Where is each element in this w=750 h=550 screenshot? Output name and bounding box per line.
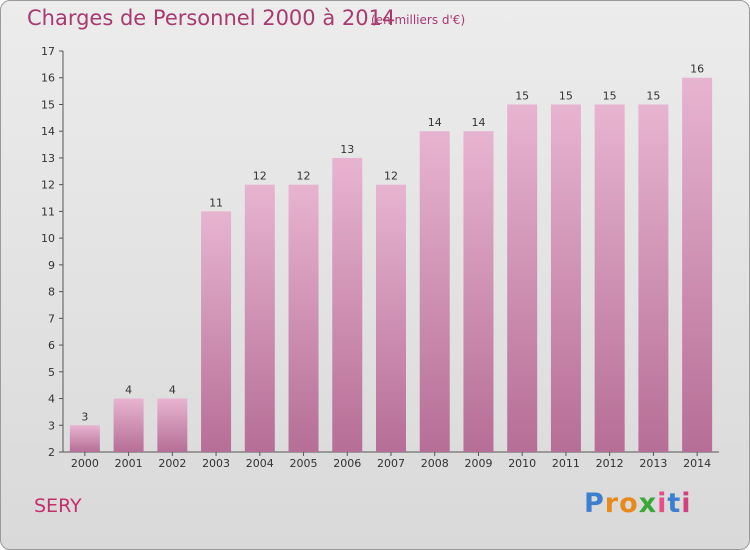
data-label: 12 — [297, 170, 311, 183]
data-label: 14 — [471, 116, 485, 129]
y-tick-label: 17 — [41, 45, 55, 58]
data-label: 4 — [125, 384, 132, 397]
x-tick-label: 2004 — [246, 457, 274, 470]
data-label: 3 — [81, 410, 88, 423]
y-tick-label: 7 — [48, 312, 55, 325]
logo-letter: o — [619, 488, 639, 519]
logo-letter: x — [638, 488, 658, 519]
bar — [682, 77, 713, 452]
city-name: SERY — [34, 495, 82, 517]
data-label: 12 — [253, 170, 267, 183]
x-tick-label: 2006 — [333, 457, 361, 470]
y-tick-label: 6 — [48, 339, 55, 352]
bar — [594, 104, 625, 452]
x-tick-label: 2007 — [377, 457, 405, 470]
y-tick-label: 8 — [48, 286, 55, 299]
bar — [288, 184, 319, 452]
y-tick-label: 15 — [41, 98, 55, 111]
x-tick-label: 2014 — [683, 457, 711, 470]
logo-letter: i — [657, 488, 668, 519]
proxiti-logo: Proxiti — [584, 488, 692, 519]
bar — [157, 398, 188, 452]
x-tick-label: 2009 — [464, 457, 492, 470]
logo-letter: r — [604, 488, 620, 519]
x-tick-label: 2002 — [158, 457, 186, 470]
x-tick-label: 2008 — [421, 457, 449, 470]
data-label: 15 — [603, 89, 617, 102]
y-tick-label: 4 — [48, 393, 55, 406]
x-tick-label: 2003 — [202, 457, 230, 470]
logo-letter: P — [584, 488, 605, 519]
bar — [244, 184, 275, 452]
bar — [376, 184, 406, 452]
y-tick-label: 5 — [48, 366, 55, 379]
y-tick-label: 14 — [41, 125, 55, 138]
chart-title: Charges de Personnel 2000 à 2014 — [27, 6, 396, 30]
x-tick-label: 2012 — [596, 457, 624, 470]
data-label: 15 — [559, 89, 573, 102]
logo-letter: i — [681, 488, 692, 519]
data-label: 16 — [690, 63, 704, 76]
y-tick-label: 11 — [41, 205, 55, 218]
x-tick-label: 2001 — [115, 457, 143, 470]
bar — [332, 157, 363, 452]
unit-label: (en milliers d'€) — [371, 13, 466, 27]
data-label: 13 — [340, 143, 354, 156]
y-tick-label: 12 — [41, 179, 55, 192]
bar — [113, 398, 144, 452]
x-tick-label: 2000 — [71, 457, 99, 470]
data-label: 12 — [384, 170, 398, 183]
bar — [463, 131, 494, 452]
bar — [419, 131, 450, 452]
bar — [550, 104, 581, 452]
y-tick-label: 16 — [41, 72, 55, 85]
bar — [69, 425, 100, 452]
logo-letter: t — [667, 488, 682, 519]
data-label: 14 — [428, 116, 442, 129]
y-tick-label: 13 — [41, 152, 55, 165]
y-tick-label: 10 — [41, 232, 55, 245]
x-tick-label: 2005 — [290, 457, 318, 470]
x-tick-label: 2013 — [639, 457, 667, 470]
x-tick-label: 2011 — [552, 457, 580, 470]
data-label: 15 — [515, 89, 529, 102]
x-tick-label: 2010 — [508, 457, 536, 470]
y-tick-label: 2 — [48, 446, 55, 459]
y-tick-label: 9 — [48, 259, 55, 272]
data-label: 4 — [169, 384, 176, 397]
bar — [638, 104, 669, 452]
bar — [507, 104, 538, 452]
bar — [201, 211, 232, 452]
data-label: 15 — [646, 89, 660, 102]
data-label: 11 — [209, 196, 223, 209]
y-tick-label: 3 — [48, 419, 55, 432]
